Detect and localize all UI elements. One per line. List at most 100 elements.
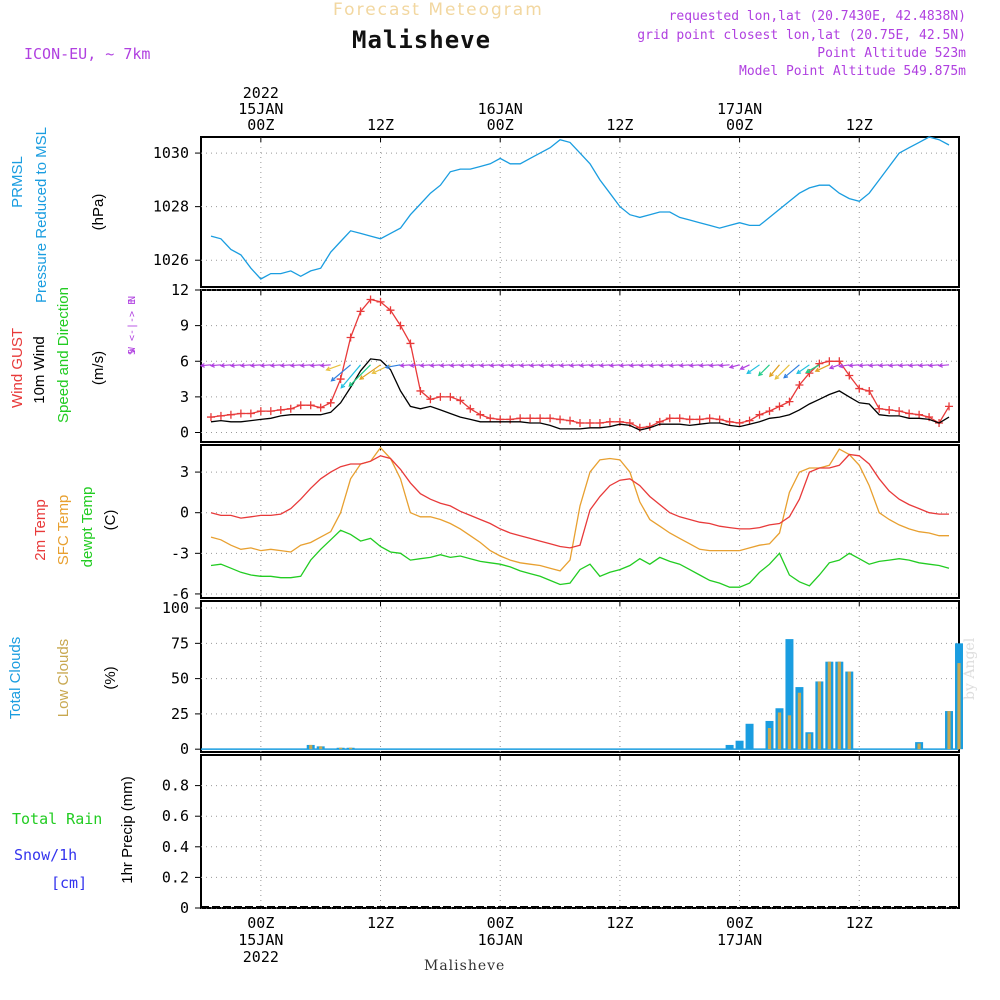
gust-marker: [386, 306, 395, 315]
wind-arrow-head: [814, 367, 820, 373]
time-label-top: 12Z: [367, 116, 394, 134]
wind-arrow-shaft: [530, 364, 541, 367]
panel-5: 0 0.2 0.4 0.6 0.8: [162, 754, 960, 917]
wind-arrow-shaft: [629, 364, 640, 367]
wind-arrow-shaft: [440, 364, 451, 367]
gust-marker: [755, 410, 764, 419]
time-label-bottom: 00Z: [487, 914, 514, 932]
wind-arrow-shaft: [400, 364, 411, 367]
wind-arrow-shaft: [410, 364, 421, 367]
y-tick-label: 12: [171, 281, 189, 299]
wind-arrow-head: [239, 362, 245, 368]
wind-arrow-head: [897, 362, 904, 368]
wind-arrow-head: [838, 363, 844, 369]
series-dewpt-temp: [210, 529, 950, 588]
model-altitude: Model Point Altitude 549.875m: [739, 64, 966, 79]
cloud-bar-low: [807, 733, 811, 750]
gust-marker: [296, 401, 305, 410]
wind-arrow-head: [805, 368, 811, 373]
wind-arrow-head: [698, 362, 704, 368]
wind-arrow-head: [868, 362, 874, 368]
wind-arrow-head: [518, 362, 525, 368]
gust-marker: [456, 396, 465, 405]
wind-arrow-shaft: [740, 364, 750, 370]
wind-arrow-head: [269, 362, 275, 368]
wind-arrow-head: [598, 362, 604, 368]
gust-marker: [446, 392, 455, 401]
label-sfc-temp: SFC Temp: [55, 495, 72, 566]
wind-arrow-shaft: [929, 364, 940, 367]
wind-arrow-head: [927, 362, 933, 368]
gust-marker: [536, 414, 545, 423]
wind-arrow-shaft: [470, 364, 481, 367]
wind-arrow-shaft: [859, 364, 870, 367]
wind-arrow-shaft: [430, 364, 441, 367]
wind-arrow-shaft: [589, 364, 600, 367]
wind-arrow-shaft: [783, 364, 800, 379]
wind-arrow-shaft: [729, 364, 740, 368]
wind-arrow-shaft: [510, 364, 521, 367]
label-pressure-msl: Pressure Reduced to MSL: [33, 127, 50, 303]
requested-coords: requested lon,lat (20.7430E, 42.4838N): [668, 9, 966, 24]
series-10m-wind-line: [210, 358, 950, 431]
banner-title: Forecast Meteogram: [333, 0, 544, 20]
wind-arrow-shaft: [815, 364, 830, 372]
gust-marker: [825, 357, 834, 366]
gust-marker: [316, 403, 325, 412]
wind-arrow-shaft: [420, 364, 431, 367]
wind-arrow-head: [399, 362, 405, 368]
series-2m-temp: [210, 453, 949, 549]
time-label-bottom: 15JAN: [238, 931, 283, 949]
wind-arrow-head: [319, 362, 325, 368]
gust-marker: [915, 410, 924, 419]
gust-marker: [366, 295, 375, 304]
y-tick-label: -3: [171, 544, 189, 562]
wind-arrow-shaft: [919, 364, 930, 367]
wind-arrow-head: [249, 362, 255, 368]
wind-arrow-shaft: [746, 364, 760, 374]
wind-arrow-head: [449, 362, 455, 368]
wind-arrow-shaft: [348, 364, 371, 387]
wind-arrow-shaft: [839, 364, 850, 368]
wind-arrow-shaft: [490, 364, 501, 367]
wind-arrow-shaft: [200, 364, 212, 367]
time-label-top: 12Z: [846, 116, 873, 134]
wind-arrow-shaft: [609, 364, 620, 367]
wind-arrow-shaft: [689, 364, 700, 367]
wind-arrow-head: [548, 362, 554, 368]
gust-marker: [895, 407, 904, 416]
y-tick-label: 1026: [153, 251, 189, 269]
wind-arrow-head: [558, 362, 564, 368]
wind-arrow-head: [858, 362, 864, 368]
wind-arrow-shaft: [719, 364, 730, 367]
gust-marker: [875, 404, 884, 413]
wind-arrow-shaft: [869, 364, 880, 367]
gust-marker: [236, 409, 245, 418]
time-label-top: 17JAN: [717, 100, 762, 118]
y-tick-label: 3: [180, 463, 189, 481]
gust-marker: [695, 415, 704, 424]
y-tick-label: 0.4: [162, 838, 189, 856]
gust-marker: [546, 414, 555, 423]
gust-marker: [206, 413, 215, 422]
y-tick-label: 0.2: [162, 868, 189, 886]
label-precip-units: 1hr Precip (mm): [119, 776, 136, 884]
model-label: ICON-EU, ~ 7km: [24, 45, 151, 63]
panel-frame: [200, 444, 960, 599]
gust-marker: [715, 415, 724, 424]
y-tick-label: 6: [180, 352, 189, 370]
wind-arrow-head: [887, 362, 894, 368]
wind-arrow-head: [608, 362, 614, 368]
wind-arrow-shaft: [699, 364, 710, 367]
time-label-top: 16JAN: [478, 100, 523, 118]
gust-marker: [705, 414, 714, 423]
wind-arrow-shaft: [849, 364, 860, 367]
location-title: Malisheve: [352, 26, 492, 54]
footer-location: Malisheve: [424, 958, 506, 974]
y-tick-label: 3: [180, 388, 189, 406]
wind-arrow-head: [728, 364, 734, 369]
y-tick-label: 25: [171, 705, 189, 723]
wind-arrow-head: [348, 382, 354, 387]
label-low-clouds: Low Clouds: [55, 639, 72, 717]
cloud-bar-low: [777, 712, 782, 750]
